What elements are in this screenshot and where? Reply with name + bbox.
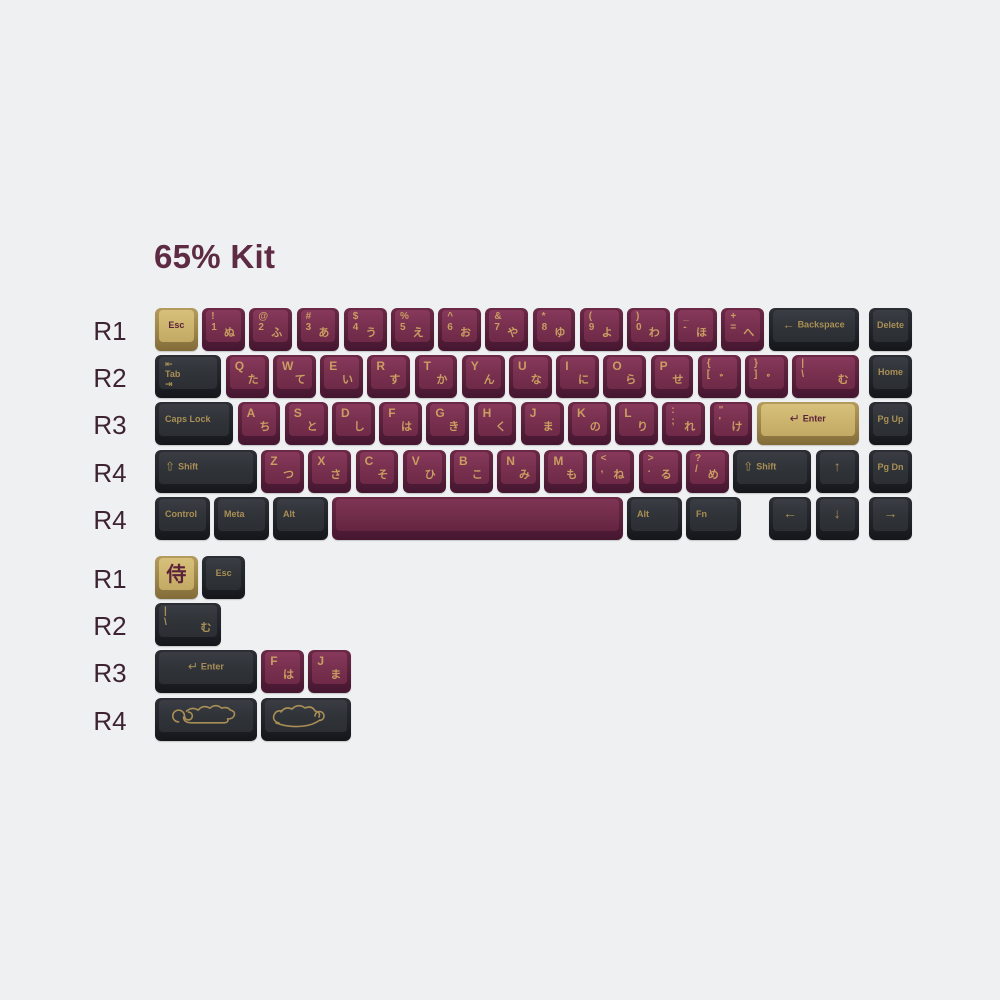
arrow-left-icon: ← <box>782 504 797 521</box>
tab-icon: ⇤ Tab ⇥ <box>165 359 181 389</box>
key-bracket-right: }] ゜ <box>745 355 788 399</box>
key-slash: ? / め <box>686 449 729 493</box>
backspace-arrow-icon: ← <box>782 317 795 332</box>
key-7: & 7 や <box>485 308 529 351</box>
key-shift-right: ⇧ Shift <box>733 449 812 493</box>
key-enter: ↵ Enter <box>756 402 859 446</box>
key-equals: + = へ <box>721 308 765 351</box>
key-4: $4 う <box>343 308 387 351</box>
key-enter-extra: ↵ Enter <box>155 650 257 694</box>
samurai-kanji-glyph: 侍 <box>166 564 187 587</box>
key-5: % 5 え <box>391 308 434 351</box>
key-shift-left: ⇧ Shift <box>155 449 257 493</box>
row-label: R3 <box>93 658 127 689</box>
key-8: * 8 ゆ <box>532 308 576 351</box>
key-comma: <, ね <box>591 449 635 493</box>
enter-arrow-icon: ↵ <box>789 411 800 426</box>
shift-arrow-icon: ⇧ <box>165 458 176 473</box>
arrow-right-icon: → <box>883 504 898 521</box>
row-label: R4 <box>93 705 127 736</box>
key-fn: Fn <box>686 496 741 540</box>
key-alt-left: Alt <box>273 496 328 540</box>
key-home: Home <box>869 355 912 399</box>
key-period: >. る <box>638 449 682 493</box>
key-minus: _ - ほ <box>674 308 717 351</box>
row-label: R3 <box>93 410 127 441</box>
key-arrow-down: ↓ <box>815 496 859 540</box>
key-space <box>332 496 623 540</box>
row-label: R4 <box>93 457 127 488</box>
row-label: R2 <box>93 363 127 394</box>
key-esc: Esc <box>155 308 198 351</box>
key-backslash: | \ む <box>792 355 859 399</box>
key-3: #3 あ <box>296 308 340 351</box>
row-label: R1 <box>93 316 127 346</box>
key-cloud-2 <box>261 697 352 741</box>
arrow-up-icon: ↑ <box>833 457 841 474</box>
key-esc-extra: Esc <box>202 556 245 599</box>
row-label: R2 <box>93 611 127 642</box>
kit-title: 65% Kit <box>154 238 276 275</box>
key-semicolon: :; れ <box>662 402 706 446</box>
key-caps-lock: Caps Lock <box>155 402 234 446</box>
enter-arrow-icon: ↵ <box>187 659 198 674</box>
key-arrow-left: ← <box>768 496 812 540</box>
key-control: Control <box>155 496 210 540</box>
key-2: @2 ふ <box>249 308 293 351</box>
key-samurai: 侍 <box>155 556 198 599</box>
arrow-down-icon: ↓ <box>833 504 841 521</box>
key-tab: ⇤ Tab ⇥ <box>155 355 222 399</box>
key-0: ) 0 わ <box>627 308 670 351</box>
key-9: (9 よ <box>579 308 623 351</box>
key-pg-up: Pg Up <box>869 402 912 446</box>
key-cloud-1 <box>155 697 257 741</box>
shift-arrow-icon: ⇧ <box>743 458 754 473</box>
key-6: ^ 6 お <box>438 308 481 351</box>
key-quote: " ' け <box>709 402 753 446</box>
key-arrow-right: → <box>869 496 912 540</box>
key-delete: Delete <box>869 308 912 351</box>
row-label: R4 <box>93 504 127 535</box>
cloud-icon <box>171 704 236 724</box>
key-meta: Meta <box>214 496 269 540</box>
key-bracket-left: {[゛ <box>697 355 741 399</box>
key-backspace: ← Backspace <box>768 308 859 351</box>
key-arrow-up: ↑ <box>815 449 859 493</box>
key-pg-dn: Pg Dn <box>869 449 912 493</box>
cloud-icon <box>272 704 325 727</box>
row-label: R1 <box>93 564 127 594</box>
key-backslash-extra: | \ む <box>155 603 222 647</box>
key-alt-right: Alt <box>627 496 682 540</box>
key-1: ! 1 ぬ <box>202 308 245 351</box>
